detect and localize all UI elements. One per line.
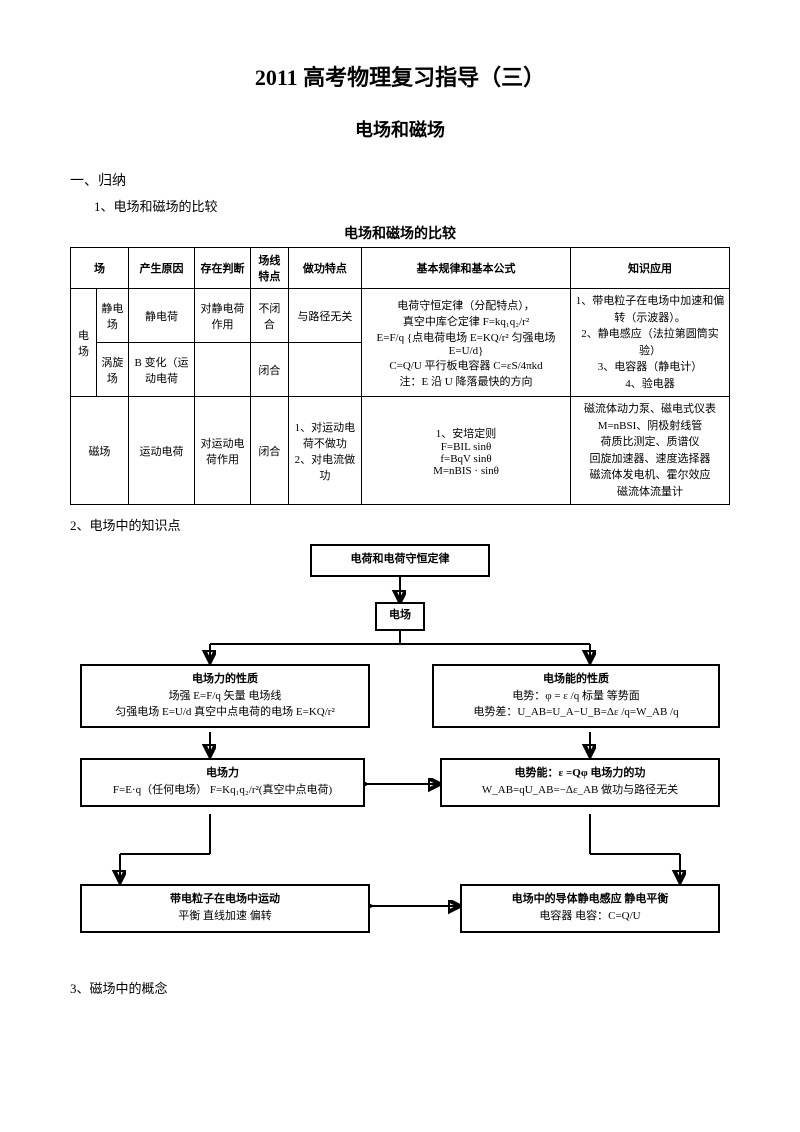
- flow-r1-hd: 电场能的性质: [442, 672, 710, 687]
- flow-node-r2: 电势能：ε =Qφ 电场力的功 W_AB=qU_AB=−Δε_AB 做功与路径无…: [440, 758, 720, 807]
- page-title: 2011 高考物理复习指导（三）: [70, 60, 730, 92]
- table-row: 电场 静电场 静电荷 对静电荷作用 不闭合 与路径无关 电荷守恒定律（分配特点）…: [71, 289, 730, 343]
- cell-static: 静电场: [96, 289, 128, 343]
- cell-mf-cause: 运动电荷: [128, 397, 194, 505]
- flow-r3-body: 电容器 电容：C=Q/U: [539, 910, 640, 922]
- th-cause: 产生原因: [128, 248, 194, 289]
- flow-l2-hd: 电场力: [90, 766, 355, 781]
- flow-l3-hd: 带电粒子在电场中运动: [90, 892, 360, 907]
- cell-ef-rule: 电荷守恒定律（分配特点）， 真空中库仑定律 F=kq₁q₂/r² E=F/q {…: [362, 289, 571, 397]
- cell-efield: 电场: [71, 289, 97, 397]
- flow-l1-body: 场强 E=F/q 矢量 电场线 匀强电场 E=U/d 真空中点电荷的电场 E=K…: [115, 690, 335, 717]
- th-work: 做功特点: [288, 248, 361, 289]
- cell-mf-rule: 1、安培定则 F=BIL sinθ f=BqV sinθ M=nBIS · si…: [362, 397, 571, 505]
- th-rule: 基本规律和基本公式: [362, 248, 571, 289]
- cell-static-cause: 静电荷: [128, 289, 194, 343]
- flow-node-l1: 电场力的性质 场强 E=F/q 矢量 电场线 匀强电场 E=U/d 真空中点电荷…: [80, 664, 370, 728]
- cell-mf-work: 1、对运动电荷不做功 2、对电流做功: [288, 397, 361, 505]
- cell-static-judge: 对静电荷作用: [195, 289, 251, 343]
- flowchart: 电荷和电荷守恒定律 电场 电场力的性质 场强 E=F/q 矢量 电场线 匀强电场…: [80, 544, 720, 964]
- flow-r1-body: 电势：φ = ε /q 标量 等势面 电势差：U_AB=U_A−U_B=Δε /…: [473, 690, 678, 717]
- subsection-2: 2、电场中的知识点: [70, 515, 730, 534]
- section-1: 一、归纳: [70, 170, 730, 190]
- flow-node-l2: 电场力 F=E·q（任何电场） F=Kq₁q₂/r²(真空中点电荷): [80, 758, 365, 807]
- cell-vortex: 涡旋场: [96, 343, 128, 397]
- flow-top-label: 电荷和电荷守恒定律: [320, 552, 480, 567]
- cell-mf-line: 闭合: [250, 397, 288, 505]
- flow-node-r3: 电场中的导体静电感应 静电平衡 电容器 电容：C=Q/U: [460, 884, 720, 933]
- subsection-3: 3、磁场中的概念: [70, 978, 730, 997]
- table-title: 电场和磁场的比较: [70, 223, 730, 243]
- cell-vortex-line: 闭合: [250, 343, 288, 397]
- flow-mid-label: 电场: [381, 608, 419, 623]
- cell-ef-app: 1、带电粒子在电场中加速和偏转（示波器）。 2、静电感应（法拉第圆筒实验） 3、…: [571, 289, 730, 397]
- flow-node-top: 电荷和电荷守恒定律: [310, 544, 490, 577]
- cell-static-work: 与路径无关: [288, 289, 361, 343]
- th-judge: 存在判断: [195, 248, 251, 289]
- flow-node-r1: 电场能的性质 电势：φ = ε /q 标量 等势面 电势差：U_AB=U_A−U…: [432, 664, 720, 728]
- flow-node-l3: 带电粒子在电场中运动 平衡 直线加速 偏转: [80, 884, 370, 933]
- flow-r2-hd: 电势能：ε =Qφ 电场力的功: [450, 766, 710, 781]
- table-header-row: 场 产生原因 存在判断 场线特点 做功特点 基本规律和基本公式 知识应用: [71, 248, 730, 289]
- th-line: 场线特点: [250, 248, 288, 289]
- flow-node-mid: 电场: [375, 602, 425, 631]
- subsection-1: 1、电场和磁场的比较: [94, 196, 730, 215]
- flow-r2-body: W_AB=qU_AB=−Δε_AB 做功与路径无关: [482, 784, 678, 796]
- flow-l2-body: F=E·q（任何电场） F=Kq₁q₂/r²(真空中点电荷): [113, 784, 332, 796]
- cell-vortex-cause: B 变化（运动电荷: [128, 343, 194, 397]
- table-row: 磁场 运动电荷 对运动电荷作用 闭合 1、对运动电荷不做功 2、对电流做功 1、…: [71, 397, 730, 505]
- th-app: 知识应用: [571, 248, 730, 289]
- flow-l3-body: 平衡 直线加速 偏转: [178, 910, 272, 922]
- cell-mf-judge: 对运动电荷作用: [195, 397, 251, 505]
- comparison-table: 场 产生原因 存在判断 场线特点 做功特点 基本规律和基本公式 知识应用 电场 …: [70, 247, 730, 505]
- flow-r3-hd: 电场中的导体静电感应 静电平衡: [470, 892, 710, 907]
- th-field: 场: [71, 248, 129, 289]
- cell-mfield: 磁场: [71, 397, 129, 505]
- page-subtitle: 电场和磁场: [70, 116, 730, 142]
- flow-l1-hd: 电场力的性质: [90, 672, 360, 687]
- cell-mf-app: 磁流体动力泵、磁电式仪表 M=nBSI、阴极射线管 荷质比测定、质谱仪 回旋加速…: [571, 397, 730, 505]
- cell-static-line: 不闭合: [250, 289, 288, 343]
